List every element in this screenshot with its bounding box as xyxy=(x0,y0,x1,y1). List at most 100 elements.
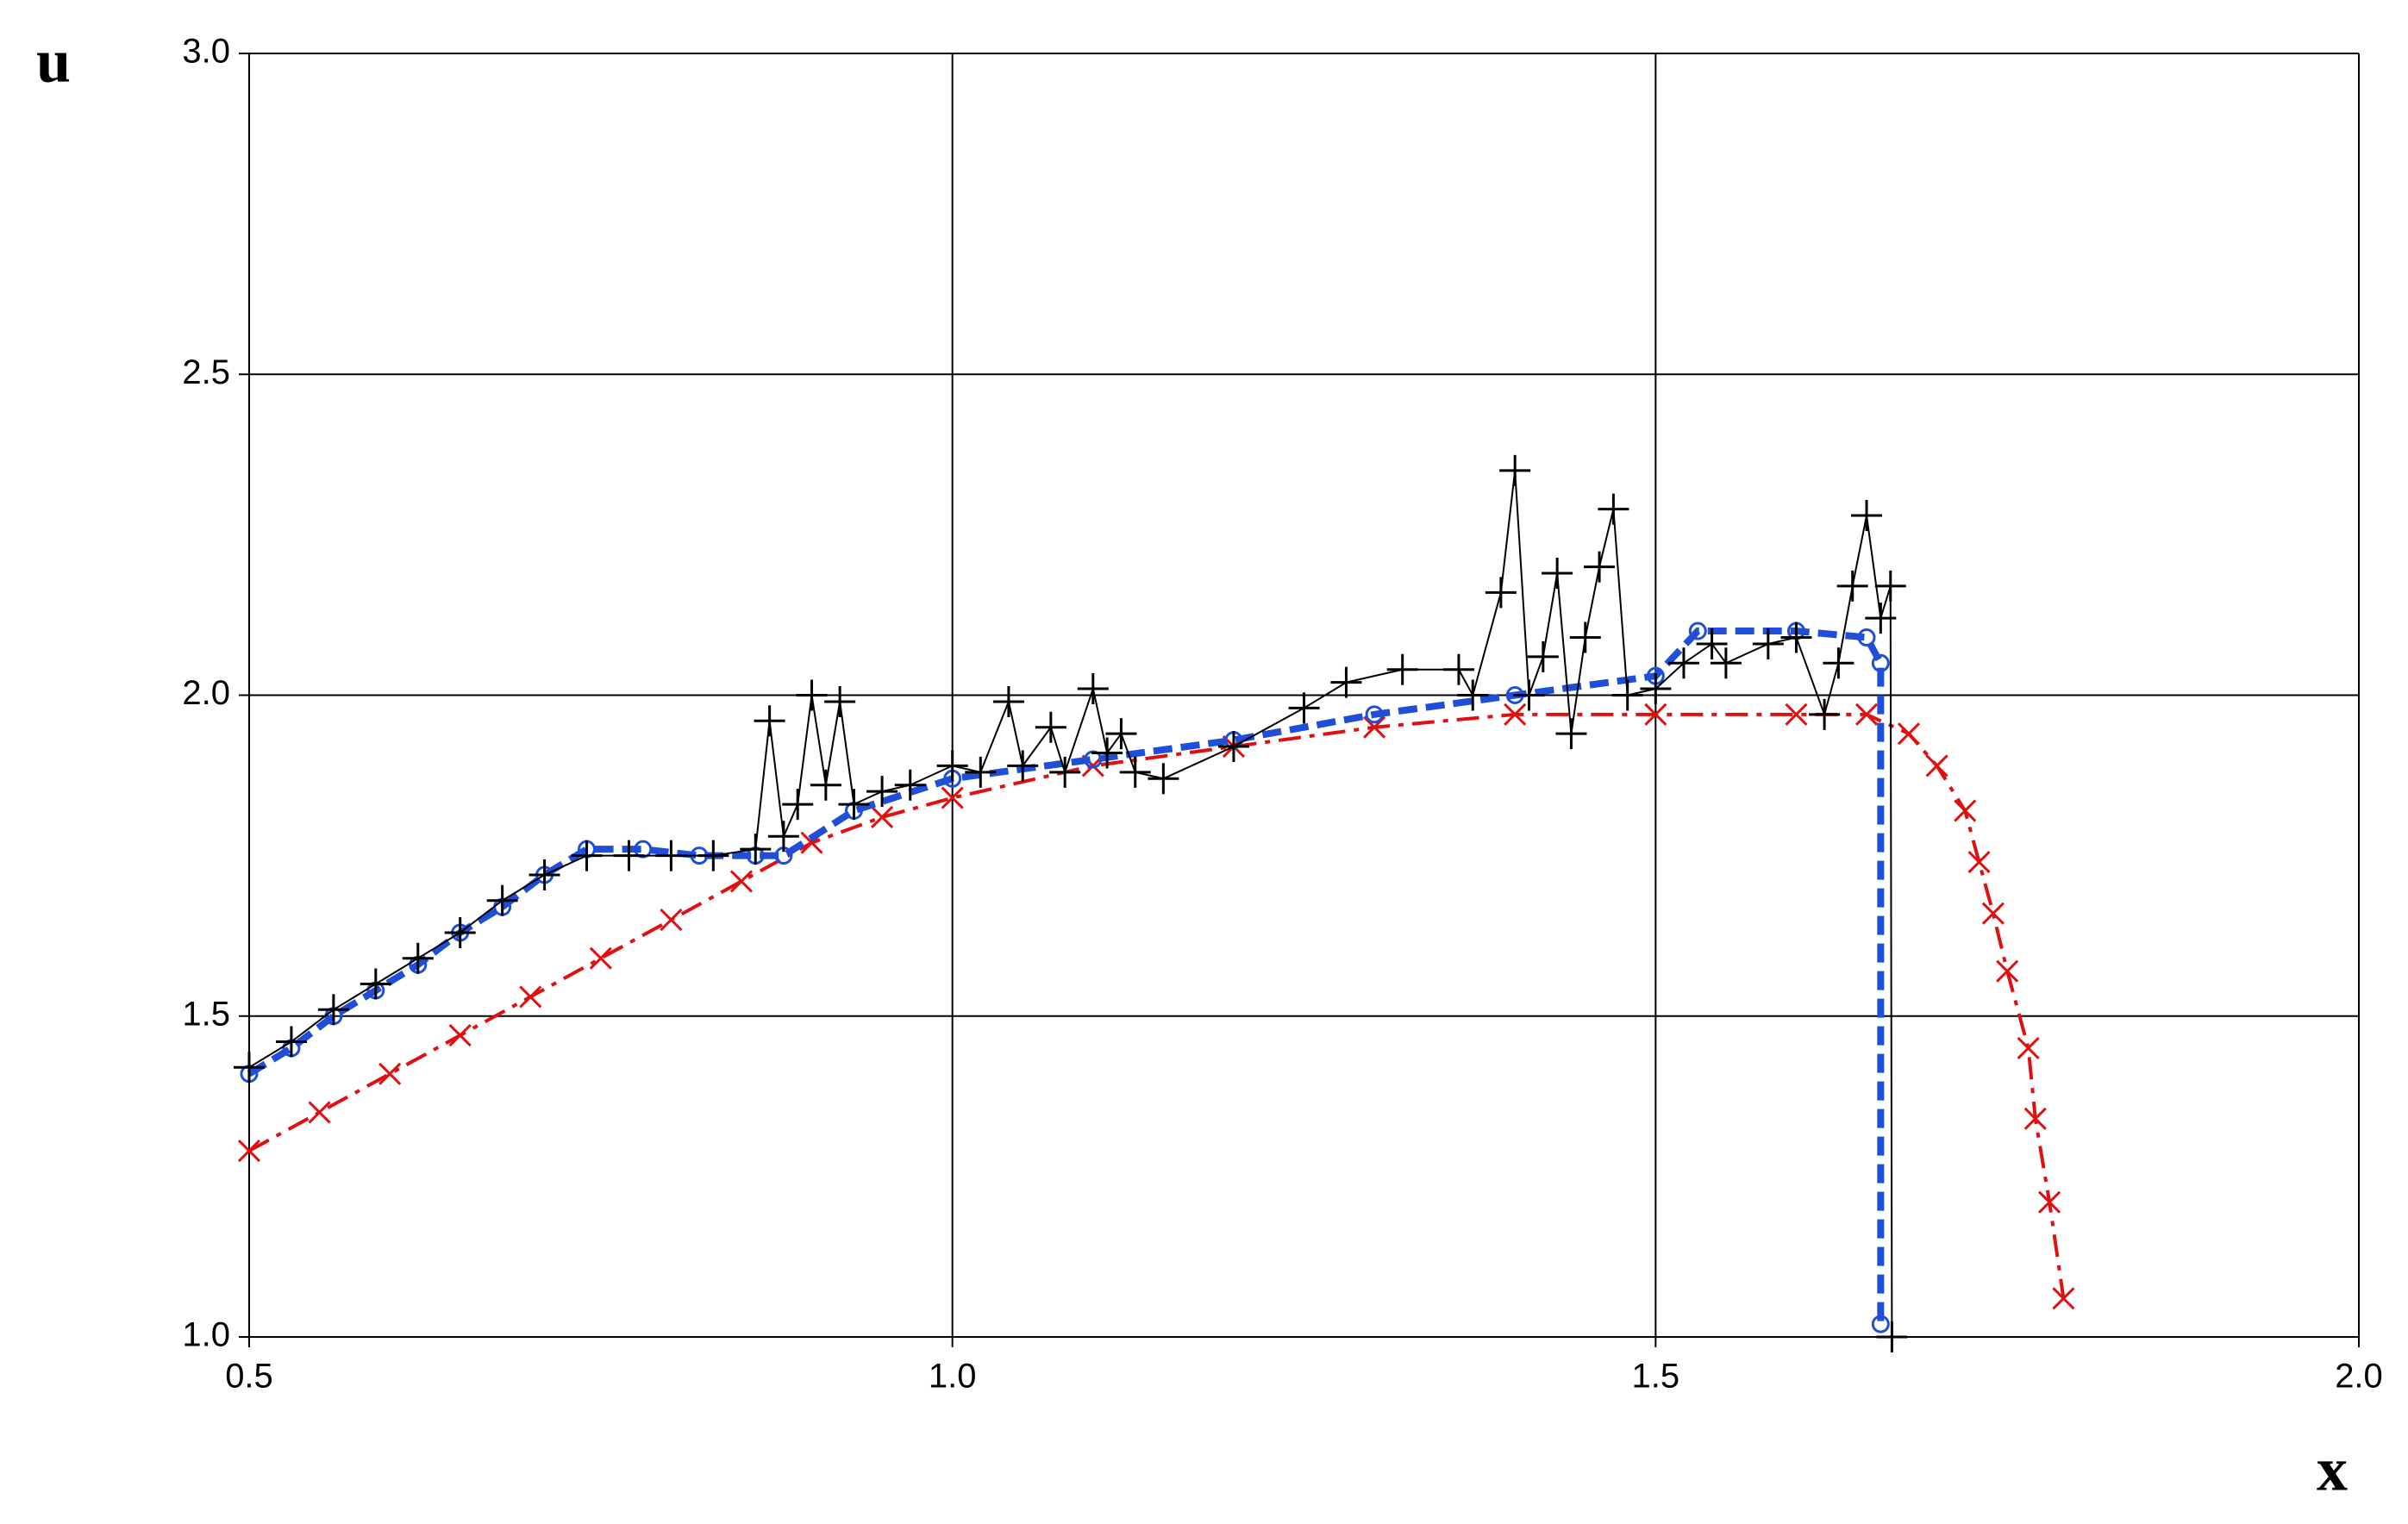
x-tick-label: 0.5 xyxy=(225,1358,273,1396)
data-point xyxy=(767,821,799,853)
data-point xyxy=(613,840,645,871)
data-point xyxy=(1857,628,1876,646)
y-tick-label: 2.5 xyxy=(182,353,230,391)
data-point xyxy=(1499,454,1531,486)
data-point xyxy=(1667,647,1699,679)
data-point xyxy=(1091,737,1123,769)
data-point xyxy=(1752,628,1784,659)
data-point xyxy=(1105,718,1137,750)
data-point xyxy=(486,884,518,916)
data-point xyxy=(1809,698,1841,730)
data-point xyxy=(448,1024,472,1047)
series-line xyxy=(248,712,2066,1299)
data-point xyxy=(402,942,434,974)
data-point xyxy=(1611,679,1643,711)
data-point xyxy=(1527,640,1559,672)
data-point xyxy=(378,1062,402,1085)
data-point xyxy=(444,916,476,948)
data-point xyxy=(1876,1321,1908,1352)
data-point xyxy=(234,1052,265,1084)
data-point xyxy=(1981,902,2005,925)
data-point xyxy=(1049,756,1081,788)
data-point xyxy=(941,786,964,809)
data-point xyxy=(740,834,772,865)
data-point xyxy=(2023,1107,2047,1130)
data-point xyxy=(1485,577,1517,609)
data-point xyxy=(1710,647,1742,679)
data-point xyxy=(660,909,683,932)
data-point xyxy=(1925,754,1948,778)
data-point xyxy=(782,789,814,821)
y-tick-label: 1.5 xyxy=(182,995,230,1033)
y-tick-label: 3.0 xyxy=(182,33,230,71)
data-point xyxy=(571,840,603,871)
data-point xyxy=(1513,679,1545,711)
data-point xyxy=(1584,551,1616,583)
data-point xyxy=(936,750,968,782)
data-point xyxy=(1084,750,1103,769)
data-point xyxy=(1897,722,1921,746)
data-point xyxy=(1363,715,1386,739)
data-point xyxy=(529,859,560,890)
data-point xyxy=(1007,750,1039,782)
data-point xyxy=(965,756,997,788)
data-point xyxy=(2017,1036,2040,1060)
data-point xyxy=(894,769,926,801)
data-point xyxy=(1954,799,1977,822)
data-point xyxy=(1035,711,1066,743)
x-axis-title: x xyxy=(2317,1435,2348,1504)
data-point xyxy=(754,705,785,737)
data-point xyxy=(810,769,841,801)
data-point xyxy=(1288,692,1320,724)
data-point xyxy=(1386,653,1418,685)
data-point xyxy=(1330,666,1362,698)
data-point xyxy=(1696,628,1728,659)
x-tick-label: 1.0 xyxy=(929,1358,977,1396)
data-point xyxy=(1457,679,1489,711)
data-point xyxy=(824,685,856,717)
data-point xyxy=(1217,731,1249,763)
data-point xyxy=(1836,570,1868,602)
data-point xyxy=(1854,703,1879,726)
data-point xyxy=(871,805,894,829)
data-point xyxy=(1785,703,1808,726)
data-point xyxy=(1365,705,1384,724)
data-point xyxy=(729,870,754,893)
data-point xyxy=(838,789,870,821)
data-point xyxy=(519,985,542,1009)
data-point xyxy=(1598,493,1629,525)
series-line xyxy=(247,628,1885,1325)
x-tick-label: 2.0 xyxy=(2335,1358,2383,1396)
data-point xyxy=(360,968,391,1000)
y-axis-title: u xyxy=(36,27,71,96)
data-point xyxy=(1871,653,1890,672)
data-point xyxy=(1874,570,1906,602)
data-point xyxy=(589,946,612,970)
data-point xyxy=(275,1026,307,1058)
data-point xyxy=(1504,703,1527,726)
data-point xyxy=(1442,653,1474,685)
data-point xyxy=(796,679,828,711)
data-point xyxy=(1542,558,1573,590)
data-point xyxy=(1077,673,1109,705)
data-point xyxy=(1569,621,1601,653)
y-tick-label: 1.0 xyxy=(182,1316,230,1354)
data-point xyxy=(1644,703,1667,726)
data-point xyxy=(866,776,898,808)
data-point xyxy=(317,994,349,1026)
data-point xyxy=(1780,621,1812,653)
data-point xyxy=(655,840,687,871)
data-point xyxy=(1148,763,1179,795)
data-point xyxy=(2052,1287,2075,1310)
data-point xyxy=(308,1101,331,1124)
data-point xyxy=(1688,621,1707,640)
data-point xyxy=(1823,647,1854,679)
data-point xyxy=(1871,1315,1890,1334)
data-point xyxy=(1640,673,1672,705)
data-point xyxy=(697,840,729,871)
data-point xyxy=(1967,851,1991,874)
data-point xyxy=(1555,718,1587,750)
data-point xyxy=(634,840,653,859)
data-point xyxy=(1851,500,1883,532)
